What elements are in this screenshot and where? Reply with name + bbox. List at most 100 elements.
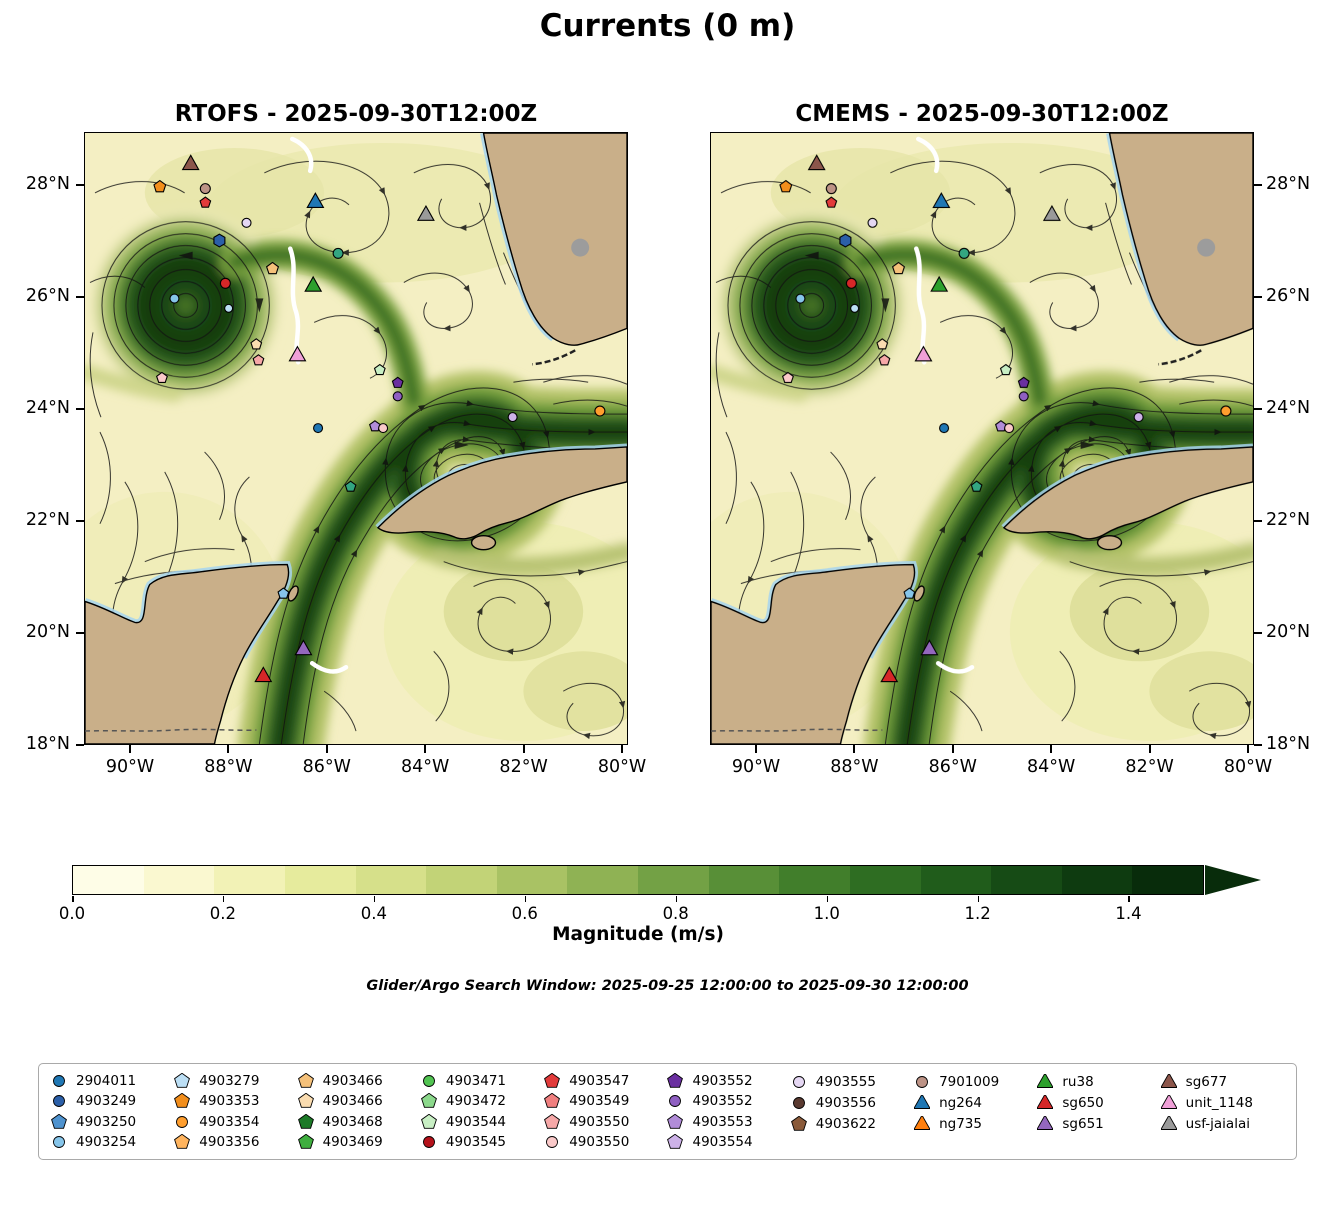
colorbar-tickmark — [977, 896, 980, 902]
legend-item-label: 4903254 — [76, 1133, 137, 1150]
map-marker — [373, 363, 386, 376]
legend-item: 2904011 — [51, 1071, 174, 1091]
legend-item-label: 4903549 — [569, 1093, 630, 1110]
map-marker — [288, 345, 307, 362]
map-marker — [199, 183, 211, 195]
colorbar-segment — [638, 866, 709, 894]
lon-tickmark — [227, 745, 230, 753]
lat-tickmark — [76, 296, 84, 299]
lon-tickmark — [424, 745, 427, 753]
triangle-marker-icon — [1037, 1115, 1054, 1130]
lat-tickmark — [76, 744, 84, 746]
colorbar-segment — [1132, 866, 1203, 894]
colorbar-tickmark — [373, 896, 376, 902]
legend-item-label: 4903466 — [322, 1073, 383, 1090]
rtofs-map — [84, 132, 628, 745]
map-marker — [850, 303, 860, 313]
legend-item: 4903547 — [544, 1071, 667, 1091]
lon-tickmark — [129, 745, 132, 753]
legend-item: 4903550 — [544, 1132, 667, 1152]
cmems-map — [710, 132, 1254, 745]
map-marker — [903, 587, 916, 599]
lon-tickmark — [951, 745, 954, 753]
circle-marker-icon — [422, 1075, 435, 1088]
circle-marker-icon — [422, 1135, 435, 1148]
legend-item-label: 4903547 — [569, 1073, 630, 1090]
colorbar-tickmark — [675, 896, 678, 902]
lon-tick-label: 84°W — [401, 757, 450, 777]
triangle-marker-icon — [1037, 1094, 1054, 1109]
lat-tick-label: 26°N — [25, 286, 70, 307]
colorbar-tick-label: 1.0 — [813, 904, 840, 923]
pentagon-marker-icon — [420, 1113, 437, 1129]
colorbar-segment — [779, 866, 850, 894]
colorbar-segment — [496, 866, 568, 894]
map-marker — [920, 639, 939, 656]
lon-tickmark — [1148, 745, 1151, 753]
legend-item-label: sg677 — [1185, 1073, 1228, 1090]
lon-tickmark — [1050, 745, 1053, 753]
circle-marker-icon — [916, 1075, 929, 1088]
legend-item: 4903354 — [174, 1112, 297, 1132]
map-marker — [1220, 405, 1232, 417]
triangle-marker-icon — [1160, 1115, 1177, 1130]
colorbar-tickmark — [826, 896, 829, 902]
colorbar-segment — [214, 866, 285, 894]
lon-tick-label: 80°W — [1223, 757, 1273, 777]
legend-item: 4903466 — [297, 1091, 421, 1111]
legend-item-label: 4903249 — [76, 1093, 137, 1110]
legend-item-label: 4903468 — [322, 1113, 383, 1130]
colorbar-segment — [143, 866, 215, 894]
lat-tick-label: 24°N — [25, 398, 70, 418]
legend-item-label: usf-jaialai — [1185, 1115, 1250, 1132]
triangle-marker-icon — [1160, 1094, 1177, 1109]
legend-item: 4903254 — [51, 1132, 174, 1152]
colorbar-tick-label: 0.0 — [58, 904, 86, 923]
map-marker — [825, 183, 837, 195]
lat-tickmark — [1254, 184, 1262, 187]
pentagon-marker-icon — [420, 1093, 437, 1109]
legend-item: 4903544 — [420, 1112, 544, 1132]
pentagon-marker-icon — [297, 1133, 314, 1149]
map-marker — [845, 277, 857, 289]
map-marker — [304, 275, 323, 292]
map-marker — [169, 293, 180, 304]
colorbar-segment — [284, 866, 356, 894]
map-marker — [795, 293, 806, 304]
legend-item: sg677 — [1160, 1071, 1284, 1092]
map-marker — [1018, 391, 1029, 402]
map-marker — [891, 261, 906, 275]
lon-tickmark — [522, 745, 525, 753]
lon-tickmark — [325, 745, 328, 753]
legend-item: 4903466 — [297, 1071, 421, 1091]
legend-column: 4903279 4903353 4903354 4903356 — [174, 1071, 297, 1152]
legend-column: 4903466 4903466 4903468 4903469 — [297, 1071, 421, 1152]
cmems-map-markers — [779, 154, 1232, 683]
cmems-panel-title: CMEMS - 2025-09-30T12:00Z — [795, 101, 1169, 127]
lon-tick-label: 88°W — [830, 757, 879, 777]
legend-item: 4903468 — [297, 1112, 421, 1132]
lon-tick-label: 88°W — [204, 757, 253, 777]
legend-item: 4903553 — [667, 1112, 790, 1132]
map-marker — [219, 277, 231, 289]
pentagon-marker-icon — [174, 1093, 191, 1109]
legend-item-label: 4903552 — [692, 1073, 753, 1090]
legend-item-label: sg651 — [1062, 1115, 1104, 1132]
legend-column: ru38 sg650 sg651 — [1037, 1071, 1160, 1152]
colorbar-tick-label: 0.6 — [511, 904, 538, 923]
colorbar-tickmark — [1128, 896, 1131, 902]
map-marker — [930, 275, 949, 292]
map-marker — [344, 480, 357, 492]
lat-tick-label: 28°N — [25, 174, 70, 195]
legend-column: 7901009 ng264 ng735 — [914, 1071, 1037, 1152]
colorbar-segment — [355, 866, 427, 894]
map-marker — [199, 196, 212, 208]
legend-item-label: 4903555 — [815, 1073, 876, 1090]
lat-tick-label: 18°N — [25, 734, 70, 754]
circle-marker-icon — [53, 1075, 65, 1088]
colorbar-tick-label: 0.4 — [360, 904, 388, 923]
map-marker — [1133, 412, 1144, 423]
map-marker — [594, 405, 606, 417]
map-marker — [378, 423, 389, 434]
